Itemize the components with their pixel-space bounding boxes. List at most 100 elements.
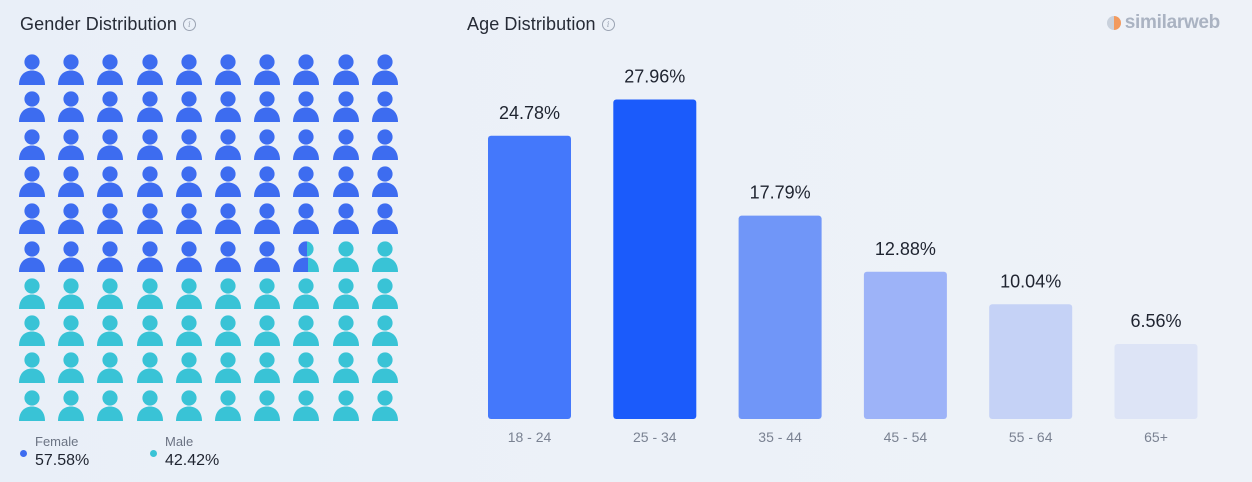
person-icon [175, 54, 202, 85]
person-icon [97, 390, 124, 421]
person-icon [215, 315, 241, 347]
person-icon [19, 278, 45, 309]
person-icon [215, 278, 241, 309]
person-icon [371, 390, 398, 421]
person-icon [19, 54, 45, 85]
person-icon [58, 352, 85, 384]
age-bar[interactable] [863, 271, 947, 419]
bar-value-label: 27.96% [624, 66, 685, 86]
person-icon [97, 315, 124, 347]
x-tick-label: 45 - 54 [884, 429, 928, 445]
person-icon [371, 128, 398, 160]
x-tick-label: 25 - 34 [633, 429, 677, 445]
person-icon [136, 278, 163, 309]
age-bar[interactable] [613, 99, 697, 419]
person-icon [293, 315, 320, 347]
person-icon [371, 240, 398, 272]
person-icon [58, 203, 85, 235]
person-icon [293, 240, 320, 272]
age-bar[interactable] [989, 304, 1073, 419]
brand-name: similarweb [1124, 12, 1221, 33]
person-icon [254, 203, 281, 235]
person-icon [371, 352, 398, 384]
age-title-text: Age Distribution [467, 14, 596, 34]
female-label: Female [35, 434, 79, 449]
person-icon [332, 390, 359, 421]
person-icon [371, 278, 398, 309]
person-icon [19, 315, 45, 347]
age-bar[interactable] [738, 215, 822, 419]
bar-value-label: 10.04% [1000, 271, 1061, 291]
person-icon [136, 240, 163, 272]
age-bar[interactable] [1114, 344, 1198, 419]
person-icon [332, 315, 359, 347]
bar-value-label: 12.88% [875, 239, 936, 259]
info-icon[interactable]: i [601, 18, 615, 31]
x-tick-label: 18 - 24 [508, 429, 552, 445]
x-tick-label: 65+ [1144, 429, 1168, 445]
x-tick-label: 35 - 44 [758, 429, 802, 445]
person-icon [97, 203, 124, 235]
age-distribution-bar-chart: 24.78% 18 - 24 27.96% 25 - 34 17.79% 35 - 44 1… [488, 66, 1198, 445]
person-icon [254, 352, 281, 384]
person-icon [332, 91, 359, 123]
person-icon [215, 91, 241, 123]
person-icon [371, 203, 398, 235]
person-icon [215, 240, 241, 272]
person-icon [136, 128, 163, 160]
person-icon [58, 91, 85, 123]
person-icon [215, 128, 241, 160]
person-icon [19, 128, 45, 160]
person-icon [175, 278, 202, 309]
person-icon [58, 128, 85, 160]
person-icon [175, 315, 202, 347]
person-icon [293, 166, 320, 197]
gender-waffle-chart [17, 53, 407, 423]
age-bar[interactable] [488, 135, 571, 420]
female-color-dot [20, 450, 27, 457]
bar-value-label: 17.79% [750, 183, 811, 203]
person-icon [175, 128, 202, 160]
person-icon [136, 166, 163, 197]
person-icon [58, 390, 85, 421]
person-icon [332, 278, 359, 309]
person-icon [332, 203, 359, 235]
person-icon [254, 278, 281, 309]
person-icon [254, 166, 281, 197]
person-icon [371, 166, 398, 197]
person-icon [254, 91, 281, 123]
person-icon [19, 352, 45, 384]
person-icon [215, 390, 241, 421]
person-icon [58, 315, 85, 347]
bar-value-label: 24.78% [499, 103, 560, 123]
person-icon [136, 91, 163, 123]
x-tick-label: 55 - 64 [1009, 429, 1053, 445]
age-distribution-title: Age Distribution i [467, 14, 615, 35]
person-icon [175, 352, 202, 384]
person-icon [293, 128, 320, 160]
person-icon [293, 54, 320, 85]
male-color-dot [150, 450, 157, 457]
person-icon [19, 166, 45, 197]
info-icon[interactable]: i [182, 18, 196, 31]
person-icon [215, 54, 241, 85]
person-icon [136, 315, 163, 347]
person-icon [58, 54, 85, 85]
person-icon [332, 352, 359, 384]
person-icon [332, 128, 359, 160]
person-icon [97, 91, 124, 123]
person-icon [97, 278, 124, 309]
person-icon [293, 91, 320, 123]
person-icon [215, 352, 241, 384]
person-icon [371, 54, 398, 85]
person-icon [254, 128, 281, 160]
person-icon [254, 390, 281, 421]
person-icon [215, 203, 241, 235]
person-icon [97, 352, 124, 384]
person-icon [371, 91, 398, 123]
person-icon [215, 166, 241, 197]
person-icon [332, 54, 359, 85]
person-icon [136, 54, 163, 85]
person-icon [254, 240, 281, 272]
person-icon [293, 203, 320, 235]
